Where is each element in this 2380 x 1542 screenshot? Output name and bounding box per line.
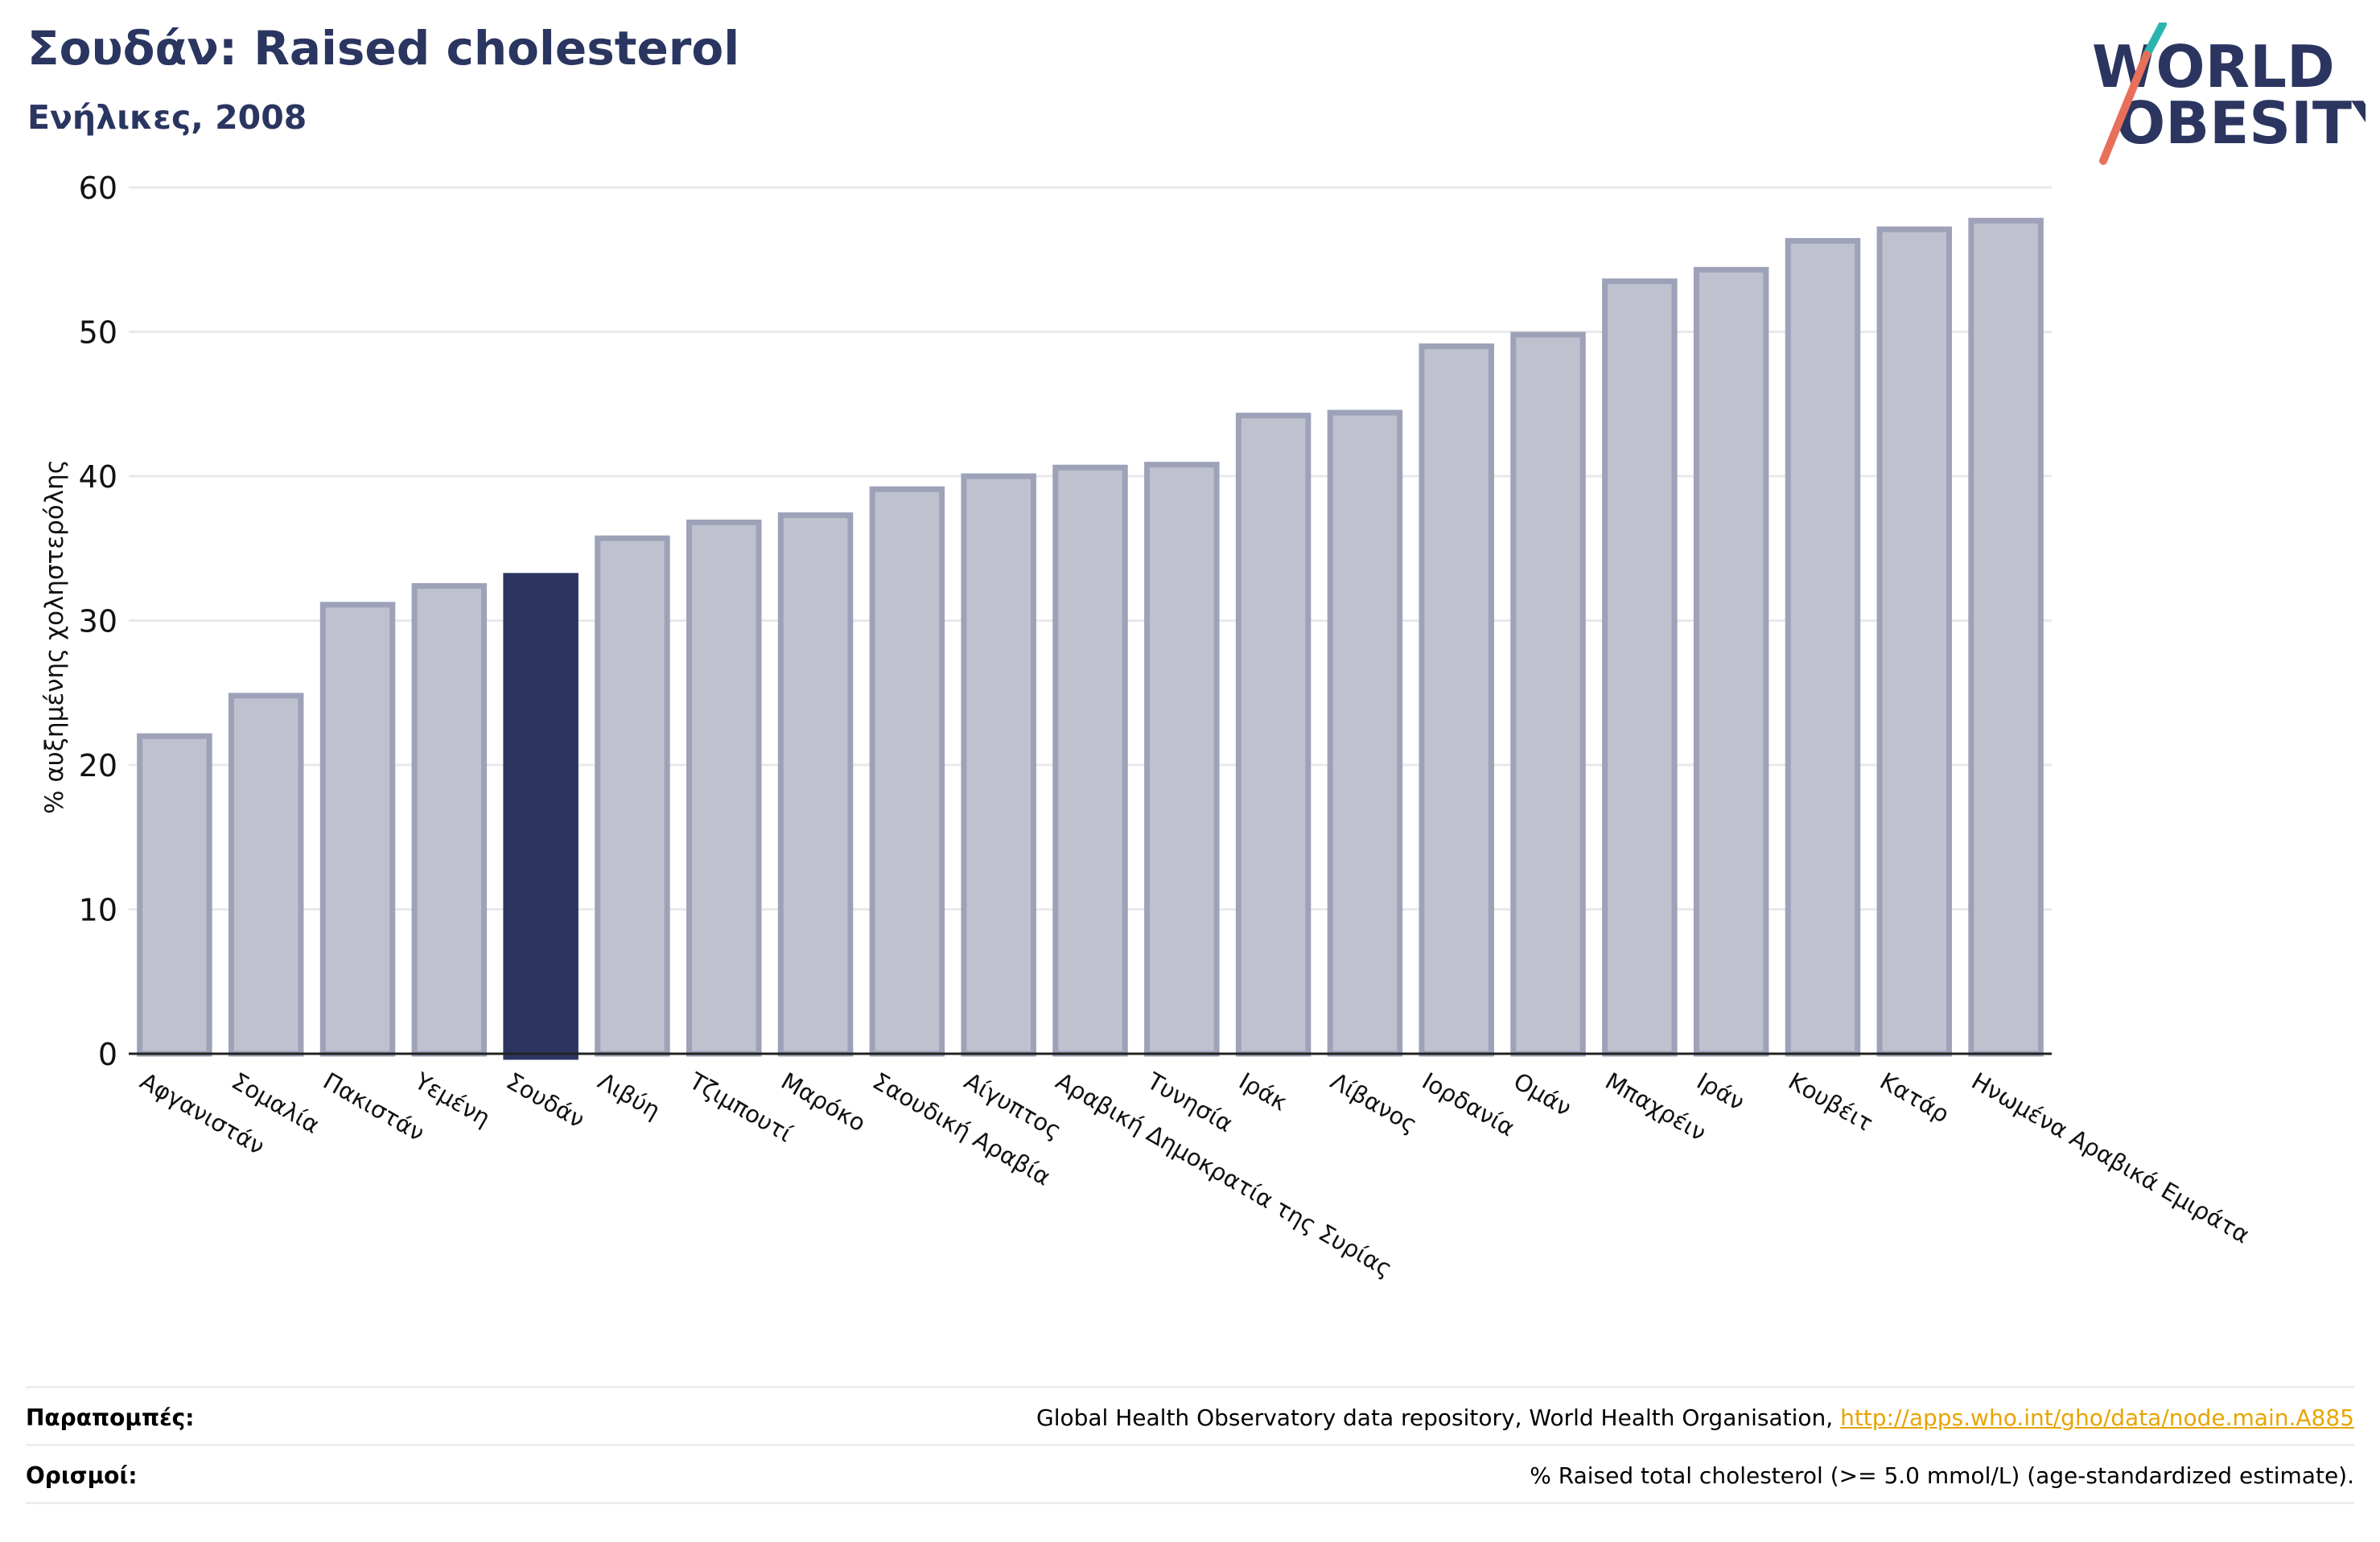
x-tick-label-19: Κατάρ xyxy=(1876,1067,1954,1129)
logo-line2: OBESITY xyxy=(2116,89,2366,157)
x-tick-label-16: Μπαχρέιν xyxy=(1600,1067,1711,1147)
y-tick-label-4: 40 xyxy=(79,459,117,495)
bar-3 xyxy=(411,582,488,1057)
y-tick-label-3: 30 xyxy=(79,604,117,639)
x-tick-label-18: Κουβέιτ xyxy=(1784,1067,1878,1137)
bar-7 xyxy=(777,512,854,1057)
x-tick-label-15: Ομάν xyxy=(1509,1067,1576,1122)
bar-18 xyxy=(1785,237,1861,1057)
y-axis-ticks: 0 10 20 30 40 50 60 xyxy=(79,171,117,1072)
references-value: Global Health Observatory data repositor… xyxy=(1036,1404,2354,1431)
x-tick-label-6: Τζιμπουτί xyxy=(684,1067,797,1148)
x-tick-label-20: Ηνωμένα Αραβικά Εμιράτα xyxy=(1967,1067,2254,1249)
bar-14 xyxy=(1419,343,1494,1057)
x-tick-label-4: Σουδάν xyxy=(502,1067,590,1133)
bar-13 xyxy=(1327,409,1403,1057)
references-text: Global Health Observatory data repositor… xyxy=(1036,1404,1841,1431)
x-tick-label-12: Ιράκ xyxy=(1234,1067,1292,1116)
y-axis-label: % αυξημένης χοληστερόλης xyxy=(40,459,69,814)
bar-11 xyxy=(1144,462,1220,1057)
definitions-row: Ορισμοί: % Raised total cholesterol (>= … xyxy=(26,1444,2354,1503)
bar-9 xyxy=(961,473,1036,1057)
bar-16 xyxy=(1602,278,1678,1057)
bar-2 xyxy=(319,602,396,1057)
bars xyxy=(137,217,2044,1060)
y-tick-label-0: 0 xyxy=(98,1037,117,1072)
chart-title: Σουδάν: Raised cholesterol xyxy=(27,21,740,76)
y-tick-label-6: 60 xyxy=(79,171,117,206)
references-label: Παραπομπές: xyxy=(26,1404,195,1431)
bar-6 xyxy=(686,519,762,1057)
y-tick-label-2: 20 xyxy=(79,748,117,783)
bar-5 xyxy=(595,535,670,1057)
footer-divider xyxy=(26,1502,2354,1504)
bar-19 xyxy=(1876,226,1953,1057)
bar-8 xyxy=(869,486,945,1057)
references-row: Παραπομπές: Global Health Observatory da… xyxy=(26,1386,2354,1445)
bar-4 xyxy=(503,573,579,1060)
x-tick-label-5: Λιβύη xyxy=(593,1067,665,1125)
x-tick-label-17: Ιράν xyxy=(1692,1067,1749,1116)
bar-10 xyxy=(1052,464,1128,1057)
bar-15 xyxy=(1510,331,1586,1057)
y-tick-label-1: 10 xyxy=(79,893,117,928)
bar-0 xyxy=(137,733,212,1057)
y-tick-label-5: 50 xyxy=(79,315,117,351)
bar-chart: 0 10 20 30 40 50 60 ΑφγανιστάνΣομαλίαΠακιστάνΥ… xyxy=(40,171,2254,1282)
references-link[interactable]: http://apps.who.int/gho/data/node.main.A… xyxy=(1840,1404,2354,1431)
definitions-value: % Raised total cholesterol (>= 5.0 mmol/… xyxy=(1530,1462,2354,1489)
x-tick-label-14: Ιορδανία xyxy=(1418,1067,1520,1142)
world-obesity-logo: WORLD OBESITY xyxy=(2092,23,2366,165)
chart-subtitle: Ενήλικες, 2008 xyxy=(27,98,307,137)
bar-20 xyxy=(1968,217,2044,1057)
definitions-label: Ορισμοί: xyxy=(26,1462,138,1489)
x-tick-label-13: Λίβανος xyxy=(1326,1067,1422,1139)
bar-12 xyxy=(1235,413,1311,1057)
x-tick-label-2: Πακιστάν xyxy=(319,1067,429,1147)
bar-17 xyxy=(1693,266,1769,1057)
bar-1 xyxy=(228,693,304,1057)
